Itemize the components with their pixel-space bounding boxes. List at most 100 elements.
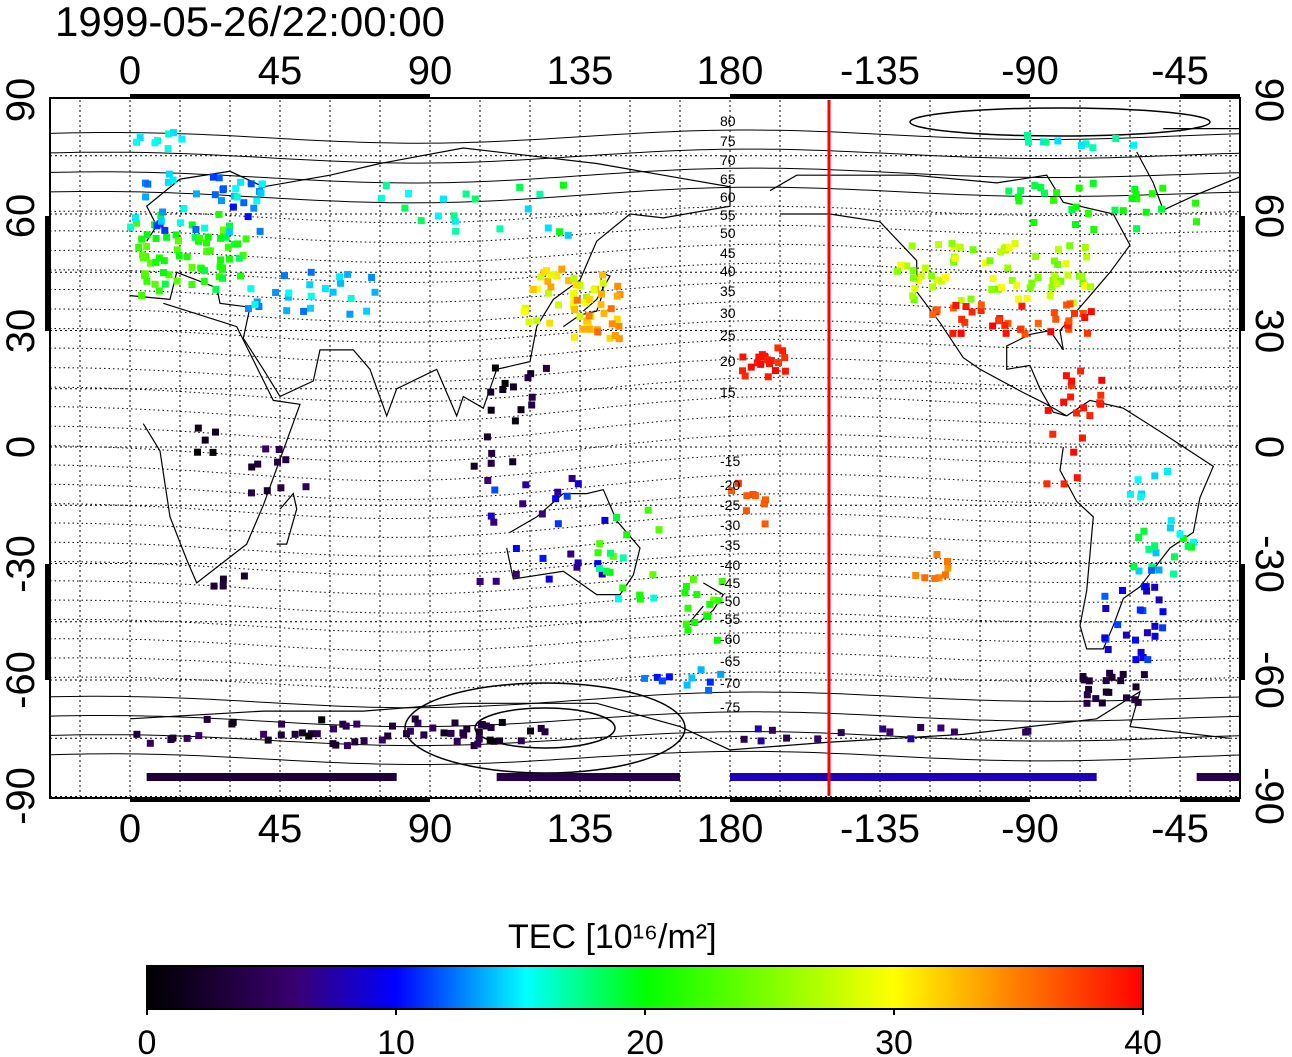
- tec-cell: [1145, 545, 1153, 553]
- tec-cell: [244, 213, 252, 221]
- tec-cell: [329, 740, 337, 748]
- tec-cell: [741, 372, 749, 380]
- contour-line: [50, 395, 1240, 423]
- tec-cell: [512, 545, 520, 552]
- tec-cell: [909, 267, 917, 275]
- tec-cell: [253, 197, 261, 205]
- tec-cell: [1151, 622, 1159, 630]
- tec-cell: [242, 235, 250, 243]
- tec-cell: [1004, 264, 1012, 272]
- tec-cell: [318, 716, 326, 724]
- lon-tick-label: 135: [547, 49, 614, 93]
- tec-cell: [989, 322, 997, 330]
- lon-tick-label: 90: [408, 49, 453, 93]
- tec-cell: [689, 575, 697, 583]
- tec-cell: [209, 448, 217, 456]
- tec-cell: [1042, 138, 1050, 146]
- tec-cell: [579, 325, 587, 333]
- tec-cell: [188, 281, 196, 288]
- tec-cell: [143, 243, 151, 250]
- tec-cell: [234, 240, 241, 248]
- tec-cell: [1023, 295, 1031, 302]
- tec-cell: [665, 673, 673, 681]
- tec-cell: [219, 575, 227, 583]
- tec-cell: [1066, 300, 1074, 308]
- tec-cell: [606, 334, 614, 342]
- tec-cell: [1083, 691, 1091, 699]
- tec-cell: [1014, 193, 1022, 201]
- tec-cell: [571, 306, 579, 313]
- tec-cell: [1057, 277, 1065, 285]
- tec-cell: [378, 736, 386, 744]
- tec-cell: [174, 237, 182, 245]
- tec-cell: [313, 730, 321, 738]
- tec-cell: [173, 277, 181, 285]
- tec-cell: [217, 256, 225, 264]
- tec-cell: [529, 286, 537, 293]
- tec-cell: [623, 531, 631, 539]
- contour-line: [50, 338, 1240, 363]
- contour-label: -35: [720, 537, 740, 553]
- tec-cell: [1164, 468, 1171, 475]
- contour-line: [50, 552, 1240, 576]
- lon-tick-label: -45: [1151, 807, 1209, 851]
- tec-cell: [594, 328, 602, 336]
- tec-cell: [619, 584, 627, 592]
- tec-cell: [912, 572, 920, 579]
- tec-cell: [683, 681, 691, 689]
- tec-cell: [570, 274, 578, 282]
- tec-cell: [742, 507, 750, 515]
- tec-cell: [1148, 190, 1156, 198]
- tec-cell: [1084, 210, 1092, 217]
- lat-tick-label: -30: [0, 535, 43, 593]
- contour-label: -15: [720, 453, 740, 469]
- tec-cell: [525, 318, 533, 326]
- tec-cell: [546, 319, 554, 327]
- contour-line: [50, 750, 1240, 765]
- tec-cell: [170, 129, 177, 137]
- tec-cell: [957, 329, 965, 337]
- contour-label: -20: [720, 477, 740, 493]
- tec-cell: [1068, 377, 1076, 385]
- tec-cell: [533, 317, 541, 325]
- tec-cell: [1090, 226, 1098, 233]
- tec-cell: [1028, 279, 1036, 287]
- tec-cell: [1015, 197, 1023, 205]
- tec-cell: [330, 725, 337, 733]
- tec-cell: [305, 732, 313, 740]
- tec-cell: [599, 279, 607, 287]
- tec-cell: [143, 231, 151, 239]
- tec-cell: [142, 193, 150, 201]
- tec-cell: [264, 736, 272, 744]
- tec-cell: [196, 234, 204, 242]
- tec-cell: [278, 720, 286, 728]
- tec-cell: [555, 301, 562, 309]
- tec-cell: [429, 724, 437, 732]
- tec-cell: [541, 728, 549, 736]
- tec-cell: [164, 178, 172, 186]
- tec-cell: [1008, 276, 1016, 284]
- tec-cell: [203, 715, 211, 723]
- contour-label: 30: [720, 305, 736, 321]
- tec-cell: [1136, 606, 1144, 614]
- tec-cell: [476, 578, 484, 585]
- tec-cell: [1083, 253, 1091, 261]
- tec-cell: [406, 727, 414, 735]
- tec-cell: [944, 558, 951, 565]
- tec-cell: [1048, 283, 1056, 291]
- lat-tick-label: 60: [0, 194, 43, 239]
- tec-cell: [201, 224, 209, 232]
- contour-line: [50, 453, 1240, 482]
- tec-cell: [1085, 677, 1093, 685]
- tec-cell: [929, 283, 937, 291]
- tec-cell: [165, 271, 173, 279]
- tec-cell: [774, 344, 782, 352]
- tec-cell: [193, 190, 200, 198]
- contour-line: [50, 632, 1240, 652]
- tec-cell: [251, 300, 259, 308]
- tec-cell: [543, 267, 551, 275]
- tec-cell: [688, 674, 696, 682]
- tec-cell: [764, 356, 772, 364]
- tec-cell: [1142, 583, 1150, 591]
- tec-cell: [1079, 673, 1087, 680]
